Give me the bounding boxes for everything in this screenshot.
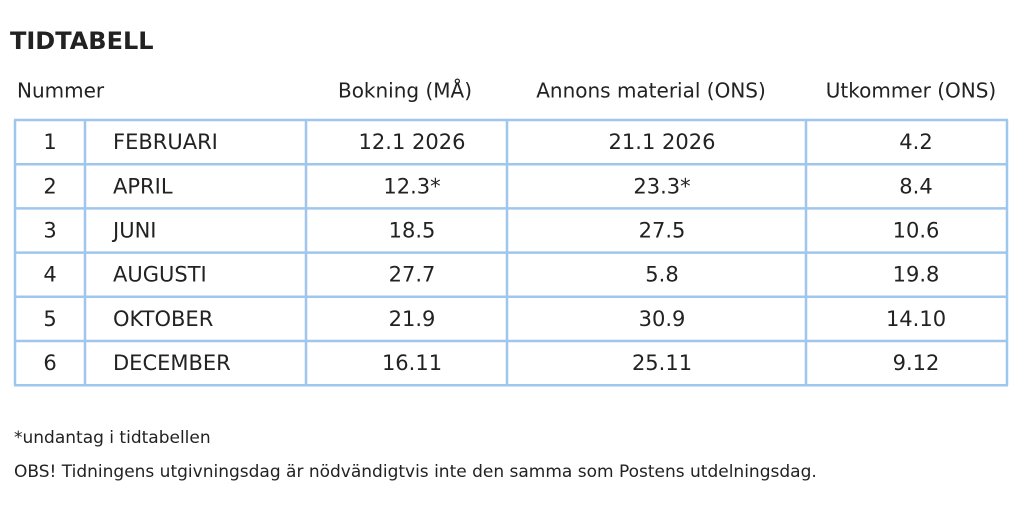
table-cell: JUNI bbox=[111, 219, 156, 243]
table-cell: 12.1 2026 bbox=[359, 130, 466, 154]
title: TIDTABELL bbox=[10, 27, 154, 55]
table-cell: APRIL bbox=[113, 174, 173, 198]
column-header: Bokning (MÅ) bbox=[338, 79, 472, 103]
table-cell: 4 bbox=[43, 263, 56, 287]
table-cell: FEBRUARI bbox=[113, 130, 218, 154]
table-cell: 5 bbox=[43, 307, 56, 331]
table-cell: 3 bbox=[43, 219, 56, 243]
column-header: Nummer bbox=[17, 79, 105, 103]
table-cell: OKTOBER bbox=[113, 307, 213, 331]
footnote: OBS! Tidningens utgivningsdag är nödvänd… bbox=[14, 462, 817, 482]
table-cell: 21.9 bbox=[389, 307, 436, 331]
table-cell: 14.10 bbox=[886, 307, 946, 331]
table-cell: 9.12 bbox=[893, 351, 940, 375]
table-cell: 25.11 bbox=[632, 351, 692, 375]
table-cell: 19.8 bbox=[893, 263, 940, 287]
table-cell: 23.3* bbox=[633, 174, 690, 198]
table-cell: 16.11 bbox=[382, 351, 442, 375]
table-cell: AUGUSTI bbox=[113, 263, 207, 287]
column-header: Utkommer (ONS) bbox=[826, 79, 996, 103]
table-cell: 1 bbox=[43, 130, 56, 154]
table-cell: 12.3* bbox=[383, 174, 440, 198]
table-cell: 27.7 bbox=[389, 263, 436, 287]
table-cell: 27.5 bbox=[639, 219, 686, 243]
table-cell: 21.1 2026 bbox=[609, 130, 716, 154]
column-header: Annons material (ONS) bbox=[536, 79, 766, 103]
footnote: *undantag i tidtabellen bbox=[14, 428, 211, 448]
table-cell: 30.9 bbox=[639, 307, 686, 331]
table-cell: DECEMBER bbox=[113, 351, 231, 375]
table-cell: 2 bbox=[43, 174, 56, 198]
table-cell: 10.6 bbox=[893, 219, 940, 243]
table-cell: 8.4 bbox=[899, 174, 932, 198]
table-cell: 6 bbox=[43, 351, 56, 375]
table-cell: 5.8 bbox=[645, 263, 678, 287]
table-cell: 18.5 bbox=[389, 219, 436, 243]
table-cell: 4.2 bbox=[899, 130, 932, 154]
